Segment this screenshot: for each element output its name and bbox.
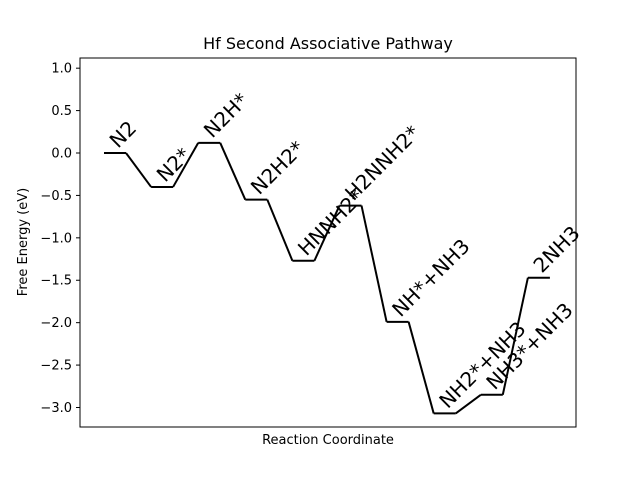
step-connector [172,142,200,188]
y-tick-label: 0.0 [51,147,72,162]
step-connector [125,152,152,188]
y-tick-label: −0.5 [40,189,72,204]
chart-title: Hf Second Associative Pathway [203,34,453,53]
y-tick-label: −2.5 [40,359,72,374]
y-axis: 1.0 0.5 0.0 −0.5 −1.0 −1.5 −2.0 −2.5 −3.0 [40,62,80,416]
y-tick-label: 0.5 [51,104,72,119]
y-axis-label: Free Energy (eV) [16,188,31,296]
step-connector [313,205,341,262]
step-connector [455,393,482,415]
y-tick-label: −3.0 [40,401,72,416]
y-tick-label: −1.0 [40,231,72,246]
step-connector [501,277,529,395]
step-connector [266,199,294,262]
y-tick-label: −1.5 [40,274,72,289]
y-tick-label: 1.0 [51,62,72,77]
step-connector [360,205,388,323]
x-axis-label: Reaction Coordinate [262,433,394,448]
step-connector [407,321,435,414]
axes-frame [79,57,577,428]
y-tick-label: −2.0 [40,316,72,331]
step-connector [219,142,247,201]
